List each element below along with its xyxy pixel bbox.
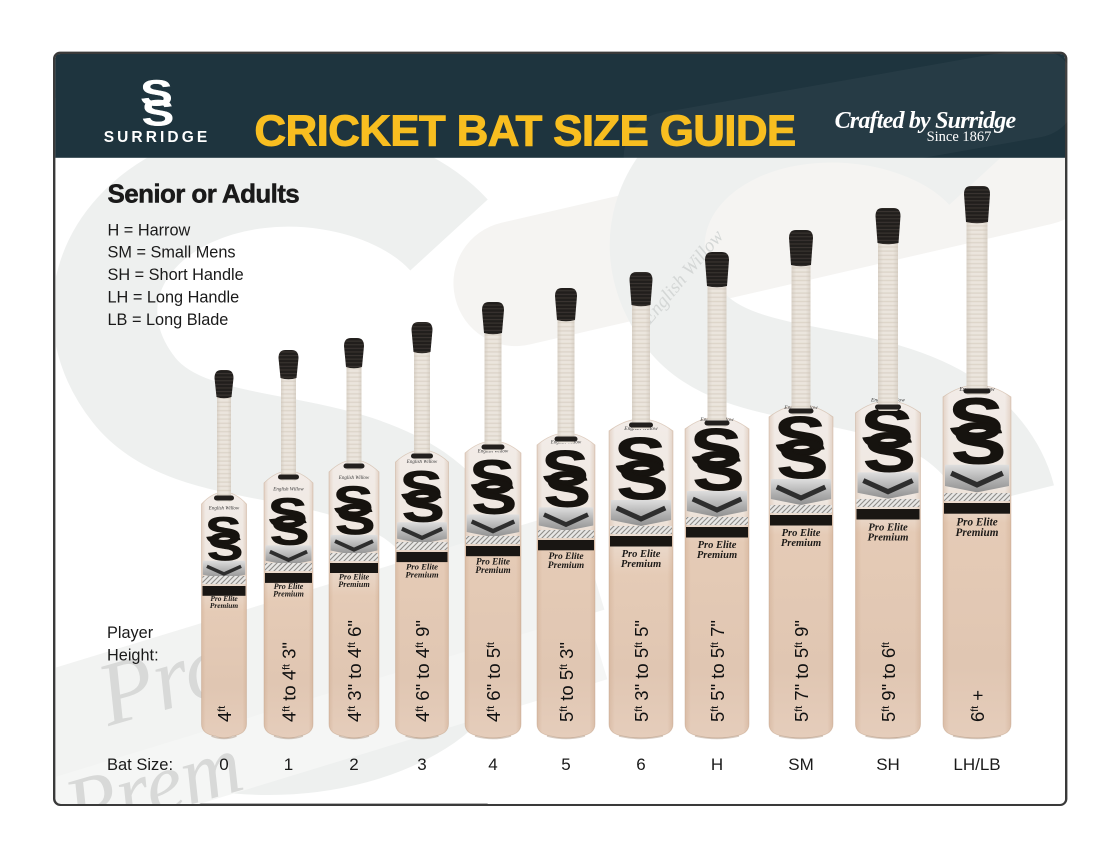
- svg-text:4ft​ 3" to 4ft​ 6": 4ft​ 3" to 4ft​ 6": [344, 620, 365, 722]
- svg-text:SH: SH: [876, 755, 900, 774]
- svg-text:4ft​ 6" to 4ft​ 9": 4ft​ 6" to 4ft​ 9": [412, 620, 433, 722]
- svg-text:S: S: [863, 421, 915, 483]
- svg-text:S: S: [140, 74, 172, 114]
- svg-text:H: H: [711, 755, 723, 774]
- svg-text:Senior or Adults: Senior or Adults: [108, 179, 300, 209]
- svg-text:Crafted by Surridge: Crafted by Surridge: [835, 108, 1017, 134]
- svg-text:S: S: [690, 418, 741, 480]
- svg-text:Premium: Premium: [548, 561, 584, 571]
- svg-text:Height:: Height:: [107, 646, 159, 664]
- svg-text:5: 5: [561, 755, 570, 774]
- svg-text:LH/LB: LH/LB: [953, 755, 1000, 774]
- svg-text:5ft​ 3" to 5ft​ 5": 5ft​ 3" to 5ft​ 5": [631, 620, 652, 722]
- svg-text:S: S: [333, 478, 373, 526]
- svg-text:English Willow: English Willow: [338, 476, 370, 481]
- svg-text:6: 6: [636, 755, 645, 774]
- svg-text:S: S: [207, 525, 243, 569]
- svg-text:SURRIDGE: SURRIDGE: [104, 129, 211, 146]
- svg-text:English Willow: English Willow: [406, 460, 438, 465]
- svg-text:Pro Elite: Pro Elite: [274, 582, 304, 591]
- svg-text:Player: Player: [107, 624, 154, 642]
- svg-text:4ft​ to 4ft​ 3": 4ft​ to 4ft​ 3": [279, 642, 300, 722]
- svg-text:2: 2: [349, 755, 358, 774]
- svg-text:S: S: [470, 451, 515, 504]
- svg-text:Premium: Premium: [475, 565, 510, 575]
- svg-text:Premium: Premium: [621, 559, 661, 570]
- svg-text:English Willow: English Willow: [272, 487, 304, 492]
- svg-text:SH = Short Handle: SH = Short Handle: [108, 266, 244, 284]
- svg-text:CRICKET BAT SIZE GUIDE: CRICKET BAT SIZE GUIDE: [254, 107, 795, 156]
- svg-text:S: S: [268, 489, 307, 536]
- svg-text:S: S: [544, 461, 590, 517]
- svg-text:S: S: [617, 450, 668, 512]
- svg-text:S: S: [270, 507, 309, 554]
- svg-text:S: S: [142, 94, 174, 134]
- svg-text:5ft​ 7" to 5ft​ 9": 5ft​ 7" to 5ft​ 9": [791, 620, 812, 722]
- svg-text:4: 4: [488, 755, 497, 774]
- svg-text:Pro Elite: Pro Elite: [956, 516, 997, 528]
- svg-text:S: S: [400, 461, 442, 512]
- svg-text:S: S: [542, 440, 588, 496]
- svg-text:English Willow: English Willow: [477, 450, 509, 455]
- svg-text:Since 1867: Since 1867: [927, 129, 992, 145]
- svg-text:6ft​ +: 6ft​ +: [967, 690, 988, 722]
- svg-text:SM = Small Mens: SM = Small Mens: [108, 244, 236, 262]
- svg-text:Premium: Premium: [781, 538, 821, 549]
- svg-text:S: S: [205, 508, 241, 552]
- svg-text:Bat Size:: Bat Size:: [107, 756, 173, 774]
- svg-text:Pro Elite: Pro Elite: [476, 556, 510, 566]
- svg-text:English Willow: English Willow: [208, 507, 240, 512]
- svg-text:3: 3: [417, 755, 426, 774]
- svg-text:5ft​ 9" to 6ft​: 5ft​ 9" to 6ft​: [878, 642, 899, 722]
- svg-text:0: 0: [219, 755, 228, 774]
- svg-text:S: S: [951, 412, 1006, 477]
- svg-text:1: 1: [284, 755, 293, 774]
- svg-text:4ft​ 6" to 5ft​: 4ft​ 6" to 5ft​: [483, 642, 504, 722]
- svg-text:Premium: Premium: [697, 550, 737, 561]
- svg-text:SM: SM: [788, 755, 814, 774]
- svg-text:S: S: [614, 427, 665, 489]
- svg-text:5ft​ to 5ft​ 3": 5ft​ to 5ft​ 3": [556, 642, 577, 722]
- svg-text:Pro Elite: Pro Elite: [782, 528, 821, 539]
- svg-text:Premium: Premium: [405, 570, 439, 580]
- svg-text:Pro Elite: Pro Elite: [406, 561, 438, 571]
- svg-text:Pro Elite: Pro Elite: [339, 572, 370, 581]
- svg-text:4ft​: 4ft​: [214, 706, 235, 722]
- svg-text:Pro Elite: Pro Elite: [548, 552, 584, 562]
- svg-text:S: S: [472, 471, 517, 524]
- svg-text:Pro Elite: Pro Elite: [622, 549, 661, 560]
- svg-text:S: S: [777, 429, 828, 491]
- svg-text:Premium: Premium: [956, 527, 999, 539]
- svg-text:S: S: [402, 480, 444, 531]
- svg-text:S: S: [693, 441, 744, 503]
- svg-text:Premium: Premium: [338, 580, 369, 589]
- svg-text:Premium: Premium: [210, 601, 239, 610]
- svg-text:H = Harrow: H = Harrow: [108, 221, 191, 239]
- svg-text:S: S: [774, 406, 825, 468]
- svg-text:Pro Elite: Pro Elite: [868, 521, 908, 533]
- svg-text:5ft​ 5" to 5ft​ 7": 5ft​ 5" to 5ft​ 7": [707, 620, 728, 722]
- svg-text:Premium: Premium: [273, 590, 304, 599]
- svg-text:Pro Elite: Pro Elite: [698, 540, 737, 551]
- svg-text:LB = Long Blade: LB = Long Blade: [108, 311, 229, 329]
- svg-text:S: S: [335, 496, 375, 544]
- svg-text:S: S: [949, 387, 1004, 452]
- svg-text:Premium: Premium: [868, 532, 909, 544]
- svg-text:LH = Long Handle: LH = Long Handle: [108, 289, 240, 307]
- svg-text:Pro Elite: Pro Elite: [210, 594, 238, 603]
